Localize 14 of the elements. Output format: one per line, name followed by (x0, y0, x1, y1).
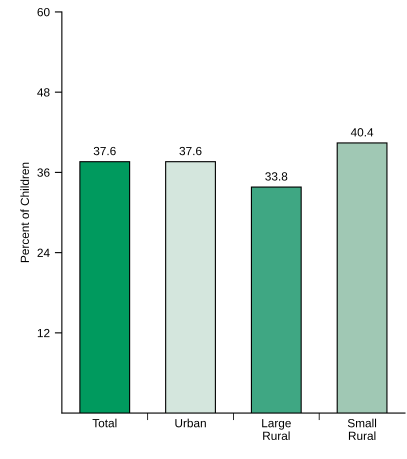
x-tick-label: Small Rural (348, 418, 376, 440)
data-label: 33.8 (265, 172, 288, 181)
y-tick-label: 36 (37, 168, 50, 177)
data-label: 40.4 (350, 128, 374, 136)
x-tick-label: Urban (175, 418, 206, 428)
data-label: 37.6 (94, 146, 116, 156)
y-tick-label: 48 (37, 88, 50, 97)
x-tick-label: Total (92, 418, 116, 428)
y-tick-label: 24 (38, 248, 50, 257)
y-tick-label: 12 (38, 328, 50, 338)
x-tick-label: Large Rural (262, 419, 291, 440)
y-axis-title: Percent of Children (20, 162, 30, 262)
y-tick-label: 60 (38, 8, 50, 16)
data-label: 37.6 (179, 146, 202, 156)
